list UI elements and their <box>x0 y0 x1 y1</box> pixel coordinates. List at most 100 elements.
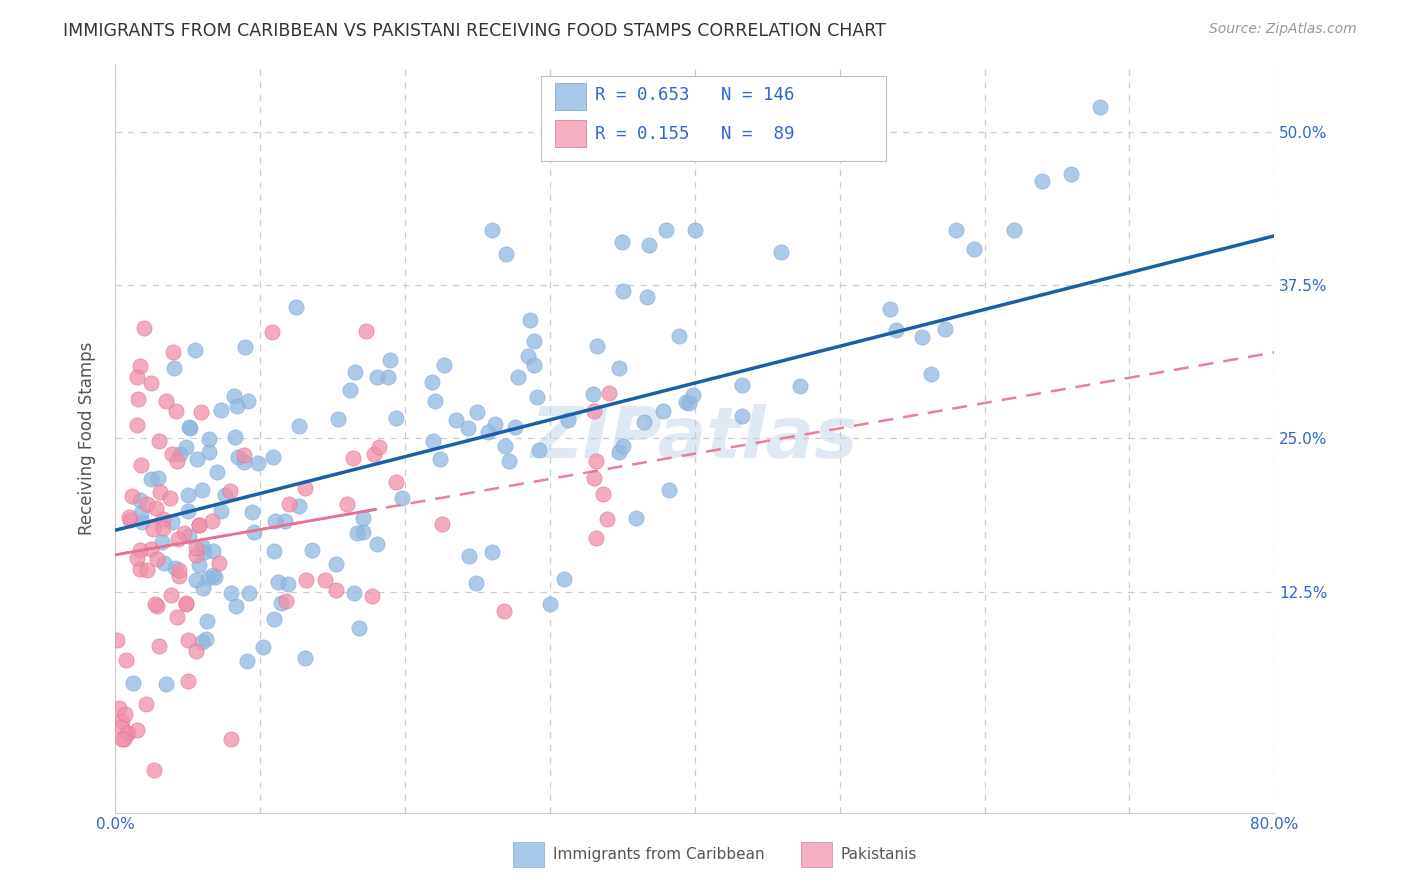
Point <box>162 516 184 530</box>
Point <box>538 597 561 611</box>
Point <box>177 503 200 517</box>
Point <box>652 403 675 417</box>
Point <box>612 235 634 249</box>
Point <box>127 392 149 407</box>
Point <box>422 434 444 449</box>
Point <box>274 514 297 528</box>
Point <box>219 586 242 600</box>
Point <box>423 393 446 408</box>
Point <box>277 577 299 591</box>
Point <box>770 244 793 259</box>
Point <box>190 635 212 649</box>
Point <box>179 421 201 435</box>
Point <box>270 596 292 610</box>
Point <box>201 544 224 558</box>
Point <box>111 714 134 728</box>
Point <box>675 395 697 409</box>
Point <box>139 542 162 557</box>
Point <box>120 513 142 527</box>
Point <box>260 326 283 340</box>
Point <box>226 400 249 414</box>
Point <box>385 475 408 489</box>
Point <box>148 639 170 653</box>
Point <box>526 390 548 404</box>
Point <box>169 568 191 582</box>
Point <box>190 483 212 498</box>
Point <box>149 485 172 500</box>
Point <box>111 731 134 746</box>
Point <box>678 396 700 410</box>
Point <box>585 531 607 545</box>
Point <box>125 370 148 384</box>
Point <box>176 632 198 647</box>
Point <box>145 552 167 566</box>
Point <box>353 524 375 539</box>
Point <box>582 471 605 485</box>
Point <box>160 588 183 602</box>
Point <box>240 505 263 519</box>
Point <box>263 514 285 528</box>
Point <box>191 539 214 553</box>
Point <box>583 404 606 418</box>
Point <box>201 568 224 582</box>
Point <box>201 514 224 528</box>
Point <box>314 574 336 588</box>
Point <box>162 361 184 376</box>
Point <box>139 472 162 486</box>
Point <box>148 471 170 485</box>
Point <box>1090 100 1112 114</box>
Point <box>668 329 690 343</box>
Point <box>368 440 391 454</box>
Point <box>108 701 131 715</box>
Point <box>789 379 811 393</box>
Point <box>325 557 347 571</box>
Point <box>141 376 163 390</box>
Point <box>246 456 269 470</box>
Point <box>585 339 607 353</box>
Point <box>516 349 538 363</box>
Point <box>148 434 170 448</box>
Point <box>198 444 221 458</box>
Point <box>582 386 605 401</box>
Point <box>129 492 152 507</box>
Text: R = 0.155   N =  89: R = 0.155 N = 89 <box>595 125 794 143</box>
Y-axis label: Receiving Food Stamps: Receiving Food Stamps <box>79 342 96 535</box>
Point <box>197 570 219 584</box>
Point <box>143 597 166 611</box>
Point <box>263 611 285 625</box>
Point <box>503 419 526 434</box>
Point <box>343 586 366 600</box>
Point <box>173 526 195 541</box>
Point <box>934 322 956 336</box>
Point <box>174 598 197 612</box>
Point <box>155 676 177 690</box>
Point <box>363 446 385 460</box>
Point <box>177 420 200 434</box>
Point <box>385 411 408 425</box>
Point <box>129 458 152 473</box>
Point <box>301 542 323 557</box>
Point <box>557 412 579 426</box>
Point <box>150 534 173 549</box>
Point <box>160 447 183 461</box>
Point <box>219 484 242 499</box>
Point <box>884 323 907 337</box>
Point <box>224 389 246 403</box>
Point <box>174 440 197 454</box>
Point <box>295 573 318 587</box>
Point <box>508 370 530 384</box>
Point <box>159 491 181 505</box>
Point <box>190 405 212 419</box>
Point <box>294 481 316 495</box>
Point <box>429 452 451 467</box>
Point <box>612 284 634 298</box>
Point <box>366 369 388 384</box>
Point <box>495 247 517 261</box>
Point <box>198 432 221 446</box>
Point <box>633 415 655 429</box>
Text: R = 0.653   N = 146: R = 0.653 N = 146 <box>595 87 794 104</box>
Point <box>638 238 661 252</box>
Point <box>125 723 148 737</box>
Point <box>186 452 208 467</box>
Point <box>553 573 575 587</box>
